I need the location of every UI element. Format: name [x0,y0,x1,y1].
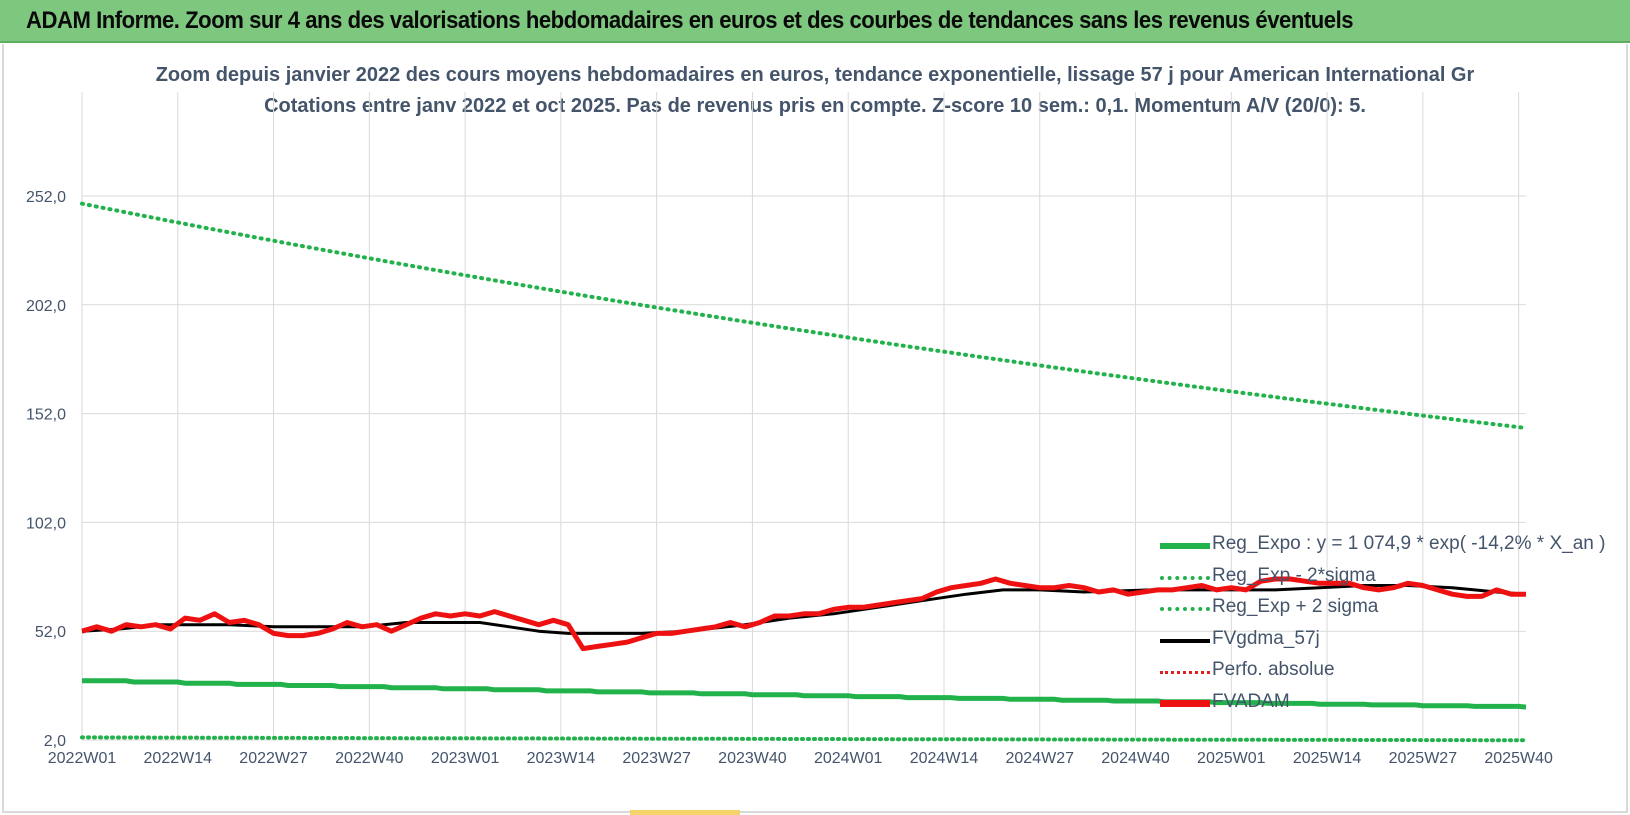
series-reg-minus-2sigma [80,735,1528,743]
x-tick-label: 2022W01 [48,750,117,767]
legend-label-fvgdma: FVgdma_57j [1212,627,1320,649]
chart-title-line2: Cotations entre janv 2022 et oct 2025. P… [264,95,1366,117]
series-fvadam [81,576,1526,652]
y-tick-label: 152,0 [26,407,66,424]
series-layer [80,201,1528,743]
x-tick-label: 2022W40 [335,750,404,767]
x-tick-label: 2023W14 [527,750,596,767]
x-tick-label: 2023W27 [622,750,691,767]
bottom-accent [630,810,740,815]
chart-title-line1: Zoom depuis janvier 2022 des cours moyen… [155,64,1475,86]
chart-frame [2,44,1628,813]
legend-label-perfo: Perfo. absolue [1212,659,1335,680]
legend-swatch-fvgdma [1160,638,1210,643]
series-reg-plus-2sigma [80,201,1528,430]
x-tick-label: 2023W40 [718,750,787,767]
legend-label-reg-expo: Reg_Expo : y = 1 074,9 * exp( -14,2% * X… [1212,533,1606,554]
legend-swatch-perfo [1160,671,1210,674]
header-bar: ADAM Informe. Zoom sur 4 ans des valoris… [0,0,1630,43]
x-tick-label: 2024W01 [814,750,883,767]
series-reg-expo [82,678,1527,710]
page-title: ADAM Informe. Zoom sur 4 ans des valoris… [26,7,1354,34]
legend-label-reg-minus: Reg_Exp - 2*sigma [1212,564,1376,586]
legend-swatch-reg-plus [1160,607,1210,611]
x-tick-label: 2024W27 [1006,750,1075,767]
axis-layer: 2022W01 2022W14 2022W27 2022W40 2023W01 2023W… [26,189,1553,767]
x-tick-label: 2023W01 [431,750,500,767]
legend-swatch-reg-minus [1160,575,1210,580]
x-tick-label: 2025W27 [1389,750,1458,767]
y-tick-label: 252,0 [26,189,66,206]
legend-label-reg-plus: Reg_Exp + 2 sigma [1212,596,1379,617]
x-tick-label: 2025W40 [1484,750,1553,767]
x-tick-label: 2025W14 [1293,750,1362,767]
y-tick-label: 2,0 [44,733,66,750]
legend-label-fvadam: FVADAM [1212,690,1290,712]
y-tick-label: 52,0 [35,624,66,641]
x-tick-label: 2025W01 [1197,750,1266,767]
x-tick-label: 2024W40 [1101,750,1170,767]
legend-swatch-fvadam [1160,699,1210,707]
legend-swatch-reg-expo [1160,543,1210,549]
x-tick-label: 2022W14 [144,750,213,767]
x-tick-label: 2024W14 [910,750,979,767]
x-tick-label: 2022W27 [239,750,308,767]
y-tick-label: 202,0 [26,298,66,315]
y-tick-label: 102,0 [26,515,66,532]
